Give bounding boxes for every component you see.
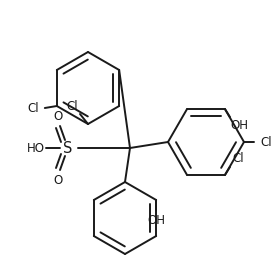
Text: O: O [53, 109, 63, 123]
Text: Cl: Cl [66, 99, 78, 113]
Text: S: S [63, 141, 73, 155]
Text: OH: OH [147, 213, 165, 227]
Text: Cl: Cl [27, 102, 39, 115]
Text: O: O [53, 174, 63, 186]
Text: Cl: Cl [260, 136, 272, 148]
Text: HO: HO [27, 141, 45, 155]
Text: OH: OH [230, 119, 248, 132]
Text: Cl: Cl [232, 152, 244, 165]
